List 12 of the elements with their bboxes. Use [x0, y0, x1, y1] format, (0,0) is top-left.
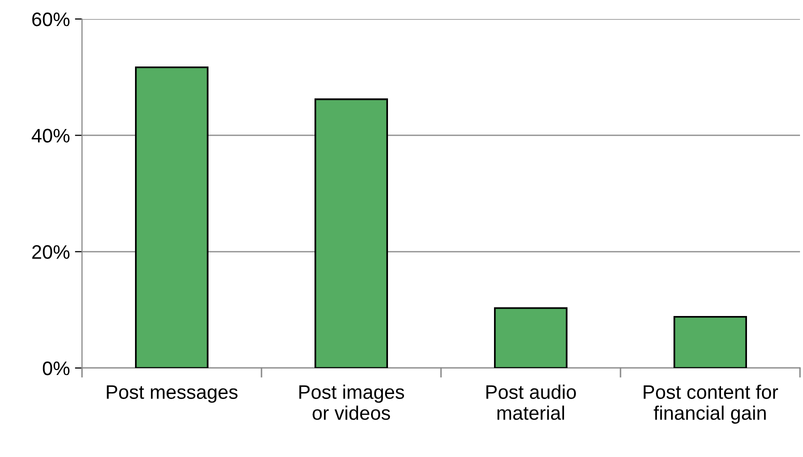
y-tick-label: 20%	[32, 245, 70, 259]
x-tick-label: Post audio material	[486, 384, 576, 420]
y-tick-label: 60%	[32, 12, 70, 26]
bar	[314, 98, 388, 368]
bar	[494, 307, 568, 368]
x-tick-label: Post messages	[106, 385, 238, 403]
bar	[674, 316, 747, 368]
y-tick-label: 0%	[42, 361, 70, 376]
y-tick-label: 40%	[32, 128, 70, 143]
x-tick-label: Post images or videos	[299, 384, 404, 420]
x-tick-label: Post content for financial gain	[644, 384, 778, 424]
bar	[135, 66, 208, 368]
